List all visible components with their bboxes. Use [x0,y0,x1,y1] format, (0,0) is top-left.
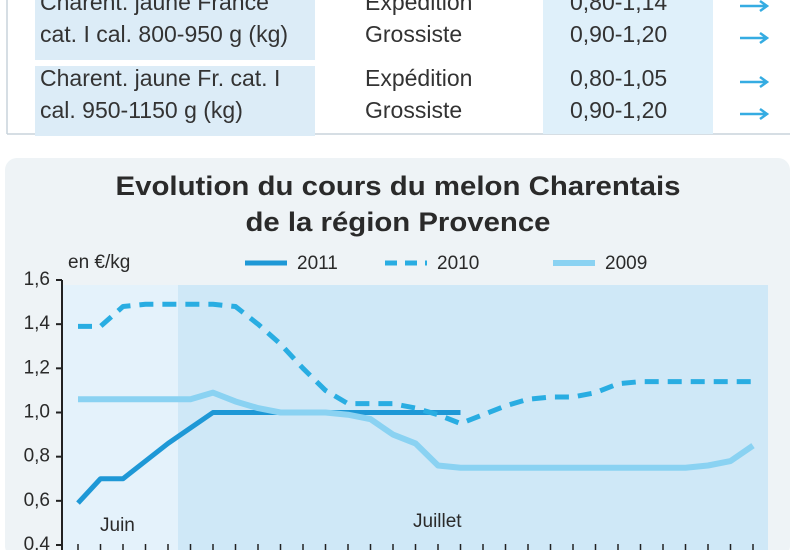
price-label: 0,90-1,20 [570,97,667,123]
table: Charent. jaune France Expédition 0,80-1,14… [35,0,770,136]
product-label: Charent. jaune France [40,0,269,15]
trend-arrow [740,31,770,45]
june-band [62,285,178,550]
product-cell [35,66,315,136]
y-tick-label: 1,0 [24,402,50,423]
legend-label: 2009 [605,253,647,274]
trend-arrow [740,75,770,89]
price-label: 0,80-1,05 [570,65,667,91]
product-label: Charent. jaune Fr. cat. I [40,65,280,91]
product-cell [35,0,315,60]
price-label: 0,80-1,14 [570,0,667,15]
product-label: cal. 950-1150 g (kg) [40,97,243,123]
series-line [78,301,753,427]
annotation: Juin [100,515,135,536]
product-label: cat. I cal. 800-950 g (kg) [40,21,288,47]
chart-title: de la région Provence [246,207,551,237]
chart-title: Evolution du cours du melon Charentais [116,171,681,201]
price-column [543,0,713,134]
y-axis-label: en €/kg [68,252,130,273]
y-tick-label: 0,8 [24,446,50,467]
legend-label: 2011 [297,253,338,274]
market-label: Expédition [365,0,472,15]
market-label: Grossiste [365,97,462,123]
market-label: Grossiste [365,21,462,47]
market-label: Expédition [365,65,472,91]
y-tick-label: 1,4 [24,313,51,334]
legend-label: 2010 [437,253,479,274]
plot-area [62,285,768,550]
trend-arrow [740,0,770,13]
y-tick-label: 0,6 [24,490,50,511]
y-tick-label: 1,2 [24,357,50,378]
trend-arrow [740,107,770,121]
price-label: 0,90-1,20 [570,21,667,47]
annotation: Juillet [413,511,462,532]
series-line [78,389,755,471]
chart: Evolution du cours du melon Charentais d… [24,171,755,550]
y-tick-label: 0,4 [24,534,51,550]
y-tick-label: 1,6 [24,269,50,290]
